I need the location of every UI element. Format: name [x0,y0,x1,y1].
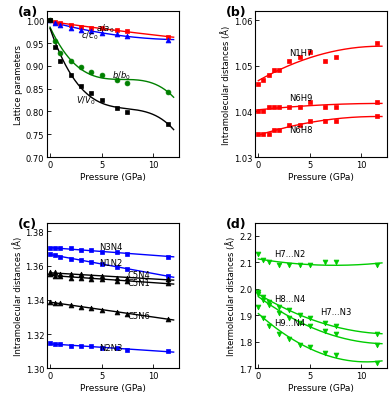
Text: N6H8: N6H8 [289,126,313,135]
Text: C5N1: C5N1 [127,279,150,288]
Text: N2N3: N2N3 [99,343,123,352]
Text: N3N4: N3N4 [99,243,123,252]
Text: $b/b_0$: $b/b_0$ [112,69,131,81]
Text: $c/c_0$: $c/c_0$ [81,29,98,42]
X-axis label: Pressure (GPa): Pressure (GPa) [80,172,146,181]
Y-axis label: Intramolecular distances (Å): Intramolecular distances (Å) [221,26,231,144]
X-axis label: Pressure (GPa): Pressure (GPa) [288,172,354,181]
Text: H9...N4: H9...N4 [274,318,305,327]
Y-axis label: Intermolecular distances (Å): Intermolecular distances (Å) [226,237,237,355]
Text: (c): (c) [18,217,37,230]
Text: (d): (d) [226,217,247,230]
Text: N1H7: N1H7 [289,49,313,58]
Text: N1N2: N1N2 [99,258,123,267]
Text: H8...N4: H8...N4 [274,294,305,303]
Text: C5N4: C5N4 [127,270,150,279]
Text: C5N6: C5N6 [127,311,150,320]
X-axis label: Pressure (GPa): Pressure (GPa) [80,383,146,392]
Text: H7...N2: H7...N2 [274,249,305,258]
Text: (b): (b) [226,6,247,19]
X-axis label: Pressure (GPa): Pressure (GPa) [288,383,354,392]
Text: (a): (a) [18,6,38,19]
Text: H7...N3: H7...N3 [320,307,352,316]
Y-axis label: Lattice parameters: Lattice parameters [14,45,23,125]
Y-axis label: Intramolecular distances (Å): Intramolecular distances (Å) [13,237,23,355]
Text: $V/V_0$: $V/V_0$ [76,94,95,107]
Text: $a/a_0$: $a/a_0$ [96,22,115,35]
Text: N6H9: N6H9 [289,94,313,103]
